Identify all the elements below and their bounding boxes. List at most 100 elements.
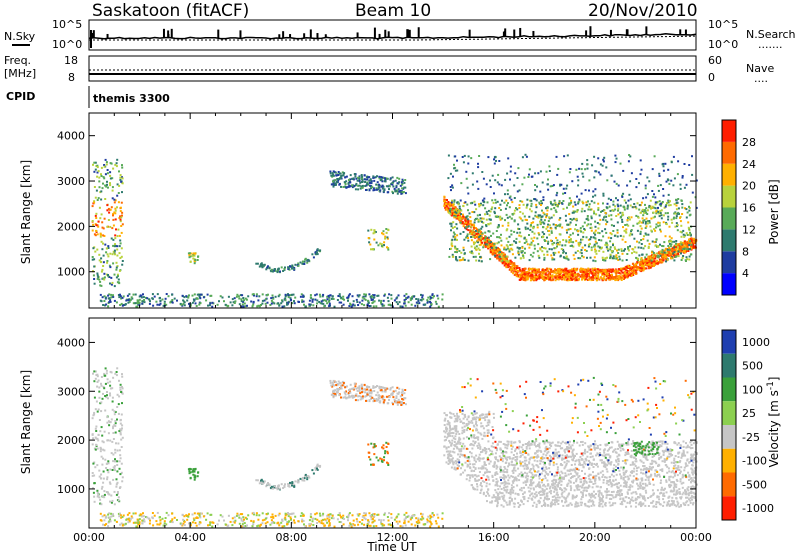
scatter-cell (680, 252, 682, 255)
scatter-cell (396, 522, 399, 525)
scatter-cell (649, 264, 652, 267)
scatter-cell (109, 252, 112, 255)
scatter-cell (383, 241, 386, 244)
scatter-cell (100, 166, 103, 169)
scatter-cell (473, 211, 476, 214)
scatter-cell (653, 193, 655, 196)
scatter-cell (644, 227, 647, 229)
scatter-cell (333, 305, 336, 308)
scatter-cell (563, 155, 566, 158)
scatter-cell (580, 238, 582, 241)
scatter-cell (112, 238, 115, 241)
scatter-cell (585, 201, 588, 204)
scatter-cell (613, 180, 616, 183)
scatter-cell (676, 224, 679, 227)
scatter-cell (366, 183, 369, 186)
scatter-cell (458, 259, 461, 262)
scatter-cell (565, 229, 568, 232)
scatter-cell (234, 300, 237, 303)
scatter-cell (613, 246, 616, 249)
scatter-cell (677, 160, 680, 163)
scatter-cell (400, 192, 403, 195)
nave-label: Nave (746, 62, 774, 75)
scatter-cell (278, 512, 281, 515)
scatter-cell (660, 258, 663, 261)
scatter-cell (117, 201, 120, 204)
scatter-cell (479, 237, 482, 240)
scatter-cell (594, 273, 597, 276)
scatter-cell (484, 236, 487, 239)
scatter-cell (115, 261, 118, 264)
scatter-cell (345, 180, 348, 183)
scatter-cell (578, 244, 581, 247)
scatter-cell (260, 304, 262, 306)
scatter-cell (384, 237, 387, 240)
scatter-cell (140, 515, 143, 518)
scatter-cell (586, 270, 589, 273)
scatter-cell (510, 262, 513, 265)
scatter-cell (521, 269, 524, 272)
scatter-cell (401, 180, 404, 182)
scatter-cell (655, 252, 658, 255)
scatter-cell (119, 176, 122, 179)
scatter-cell (403, 181, 406, 184)
scatter-cell (566, 272, 569, 275)
scatter-cell (594, 233, 597, 236)
scatter-cell (607, 236, 610, 239)
scatter-cell (284, 293, 287, 296)
scatter-cell (677, 246, 679, 249)
scatter-cell (583, 210, 586, 213)
scatter-cell (636, 260, 639, 263)
station-title: Saskatoon (fitACF) (92, 1, 249, 21)
scatter-cell (669, 252, 672, 255)
scatter-cell (466, 233, 469, 236)
scatter-cell (562, 269, 565, 272)
scatter-cell (325, 519, 328, 522)
scatter-cell (470, 223, 473, 226)
scatter-cell (454, 210, 457, 213)
scatter-cell (137, 523, 140, 526)
scatter-cell (538, 256, 541, 259)
scatter-cell (488, 209, 490, 212)
scatter-cell (146, 516, 149, 519)
scatter-cell (121, 182, 124, 185)
scatter-cell (576, 210, 579, 213)
scatter-cell (509, 170, 512, 173)
scatter-cell (556, 277, 559, 280)
scatter-cell (638, 182, 640, 185)
scatter-cell (679, 241, 682, 244)
scatter-cell (637, 221, 640, 224)
scatter-cell (119, 295, 122, 298)
scatter-cell (496, 257, 499, 260)
scatter-cell (319, 521, 322, 524)
scatter-cell (325, 300, 328, 302)
scatter-cell (682, 233, 685, 236)
scatter-cell (628, 264, 631, 267)
scatter-cell (191, 294, 194, 297)
scatter-cell (500, 239, 503, 242)
scatter-cell (590, 236, 592, 239)
scatter-cell (593, 155, 596, 158)
scatter-cell (276, 271, 279, 274)
scatter-cell (525, 278, 528, 281)
scatter-cell (490, 245, 492, 248)
scatter-cell (638, 266, 641, 269)
scatter-cell (653, 206, 656, 209)
scatter-cell (320, 519, 323, 522)
scatter-cell (481, 199, 484, 202)
scatter-cell (574, 273, 577, 276)
scatter-cell (396, 515, 399, 518)
scatter-cell (501, 217, 504, 220)
scatter-cell (118, 269, 121, 272)
scatter-cell (546, 277, 549, 280)
scatter-cell (196, 293, 199, 296)
scatter-cell (266, 521, 269, 524)
scatter-cell (526, 278, 529, 281)
scatter-cell (382, 176, 384, 179)
scatter-cell (93, 265, 96, 268)
scatter-cell (119, 512, 121, 515)
scatter-cell (119, 218, 122, 221)
scatter-cell (573, 201, 576, 204)
scatter-cell (680, 245, 683, 248)
scatter-cell (516, 231, 519, 234)
